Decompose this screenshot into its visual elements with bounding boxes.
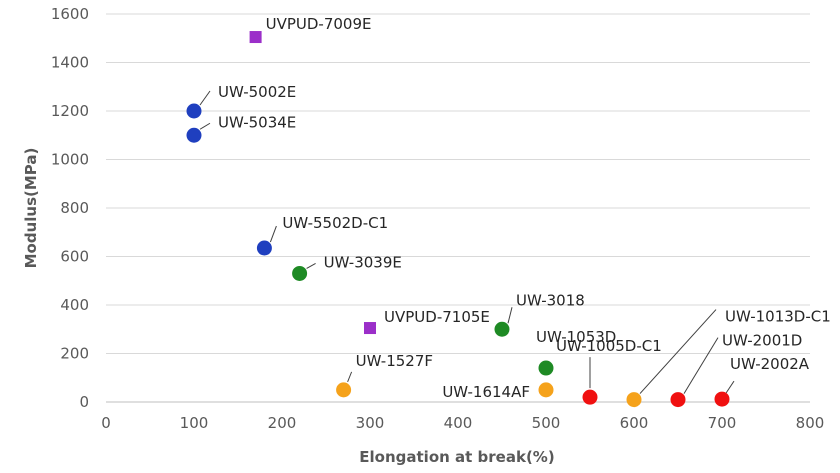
gridlines bbox=[106, 13, 810, 403]
point-uw-5034e-label: UW-5034E bbox=[218, 113, 296, 131]
point-uw-5502d-c1-marker bbox=[256, 240, 272, 256]
label-leader-lines bbox=[199, 90, 735, 394]
point-uvpud-7105e-marker bbox=[364, 322, 376, 335]
x-tick-label: 700 bbox=[708, 414, 737, 432]
point-uw-1005d-c1-marker bbox=[582, 389, 598, 405]
point-uw-1053d-marker bbox=[538, 360, 554, 376]
x-tick-label: 800 bbox=[796, 414, 825, 432]
y-tick-label: 1000 bbox=[51, 151, 89, 169]
data-points bbox=[186, 31, 730, 408]
point-uw-1005d-c1-label: UW-1005D-C1 bbox=[556, 337, 662, 355]
x-tick-labels: 0 100 200 300 400 500 600 700 800 bbox=[101, 414, 824, 432]
point-uw-1013d-c1-leader bbox=[639, 309, 717, 394]
point-labels: UVPUD-7009E UW-5002E UW-5034E UW-5502D-C1 UW… bbox=[218, 15, 831, 401]
point-uw-2001d-marker bbox=[670, 392, 686, 408]
point-uw-3018-leader bbox=[507, 307, 513, 324]
point-uvpud-7009e-marker bbox=[249, 31, 262, 44]
point-uw-2001d-leader bbox=[683, 337, 719, 394]
point-uw-2001d-label: UW-2001D bbox=[722, 332, 802, 350]
x-tick-label: 200 bbox=[268, 414, 297, 432]
point-uvpud-7009e-label: UVPUD-7009E bbox=[266, 15, 372, 33]
point-uw-5502d-c1-leader bbox=[269, 225, 277, 243]
y-tick-label: 1600 bbox=[51, 5, 89, 23]
point-uw-5002e-marker bbox=[186, 103, 202, 119]
y-tick-label: 600 bbox=[60, 248, 89, 266]
point-uw-2002a-marker bbox=[714, 391, 730, 407]
y-tick-labels: 0 200 400 600 800 1000 1200 1400 1600 bbox=[51, 5, 89, 411]
point-uw-5034e-leader bbox=[199, 122, 211, 130]
point-uw-3039e-leader bbox=[306, 263, 316, 269]
y-tick-label: 1200 bbox=[51, 102, 89, 120]
point-uw-1527f-leader bbox=[347, 371, 353, 383]
point-uvpud-7105e-label: UVPUD-7105E bbox=[384, 308, 490, 326]
x-tick-label: 300 bbox=[356, 414, 385, 432]
point-uw-3039e-label: UW-3039E bbox=[324, 253, 402, 271]
point-uw-5034e-marker bbox=[186, 127, 202, 143]
point-uw-1053d-label: UW-1053D bbox=[536, 328, 616, 346]
point-uw-3018-label: UW-3018 bbox=[516, 291, 585, 309]
x-tick-label: 100 bbox=[180, 414, 209, 432]
point-uw-3039e-marker bbox=[292, 265, 308, 281]
y-tick-label: 1400 bbox=[51, 54, 89, 72]
point-uw-2002a-leader bbox=[725, 380, 735, 394]
point-uw-1013d-c1-marker bbox=[626, 392, 642, 408]
point-uw-5002e-leader bbox=[199, 90, 211, 106]
x-tick-label: 500 bbox=[532, 414, 561, 432]
point-uw-2002a-label: UW-2002A bbox=[730, 355, 810, 373]
y-tick-label: 400 bbox=[60, 296, 89, 314]
y-tick-label: 0 bbox=[79, 393, 89, 411]
point-uw-1527f-label: UW-1527F bbox=[356, 352, 433, 370]
x-tick-label: 0 bbox=[101, 414, 111, 432]
point-uw-5002e-label: UW-5002E bbox=[218, 83, 296, 101]
point-uw-1614af-marker bbox=[538, 382, 554, 398]
y-tick-label: 200 bbox=[60, 345, 89, 363]
x-tick-label: 600 bbox=[620, 414, 649, 432]
point-uw-1614af-label: UW-1614AF bbox=[442, 383, 530, 401]
y-tick-label: 800 bbox=[60, 199, 89, 217]
point-uw-1527f-marker bbox=[336, 382, 352, 398]
x-axis-title: Elongation at break(%) bbox=[359, 448, 554, 466]
point-uw-5502d-c1-label: UW-5502D-C1 bbox=[282, 214, 388, 232]
point-uw-3018-marker bbox=[494, 321, 510, 337]
y-axis-title: Modulus(MPa) bbox=[22, 148, 40, 269]
point-uw-1013d-c1-label: UW-1013D-C1 bbox=[725, 308, 831, 326]
x-tick-label: 400 bbox=[444, 414, 473, 432]
